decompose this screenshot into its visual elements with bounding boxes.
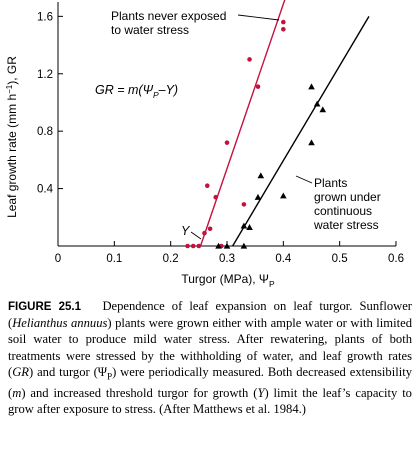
x-tick-label: 0.5: [332, 253, 348, 265]
data-point-triangle: [308, 83, 315, 90]
data-point-circle: [224, 140, 230, 145]
x-tick-label: 0.3: [219, 253, 235, 265]
threshold-pointer: [190, 231, 202, 240]
x-tick-label: 0.4: [275, 253, 292, 265]
y-tick-label: 1.2: [37, 69, 53, 81]
data-point-circle: [190, 243, 196, 249]
fit-line-continuous-stress: [232, 15, 370, 247]
chart: 0 0.1 0.2 0.3 0.4 0.5 0.6 0.4 0.8 1.2 1.6 Leaf gr…: [5, 0, 404, 289]
figure-label: FIGURE 25.1: [8, 301, 82, 313]
data-point-triangle: [254, 193, 262, 200]
data-point-circle: [202, 230, 207, 236]
data-point-triangle: [313, 100, 321, 107]
data-point-circle: [281, 19, 286, 25]
x-tick-label: 0: [55, 253, 61, 265]
caption-text: Dependence of leaf expansion on leaf tur…: [8, 299, 413, 416]
data-point-circle: [207, 226, 213, 232]
y-tick-label: 0.4: [37, 184, 54, 196]
data-point-triangle: [308, 139, 315, 146]
data-point-circle: [196, 243, 202, 249]
data-point-triangle: [280, 192, 287, 199]
data-point-triangle: [319, 106, 327, 113]
y-tick-label: 1.6: [37, 11, 53, 23]
data-point-circle: [213, 194, 219, 200]
series-label-never-stressed: Plants never exposed to water stress: [111, 9, 230, 37]
x-tick-label: 0.2: [163, 253, 179, 265]
data-point-triangle: [223, 242, 231, 249]
fit-line-never-stressed: [199, 0, 286, 247]
data-point-triangle: [215, 242, 222, 249]
y-axis-ticks: 0.4 0.8 1.2 1.6: [37, 11, 63, 196]
data-point-circle: [204, 183, 210, 189]
figure-caption: FIGURE 25.1 Dependence of leaf expansion…: [8, 298, 412, 417]
fit-lines: [199, 0, 370, 247]
series-pointer-never-stressed: [237, 14, 280, 21]
data-point-triangle: [257, 172, 265, 179]
y-tick-label: 0.8: [37, 126, 53, 138]
data-point-circle: [247, 57, 252, 62]
data-point-circle: [241, 202, 247, 207]
data-point-circle: [281, 26, 286, 32]
x-axis-ticks: 0 0.1 0.2 0.3 0.4 0.5 0.6: [55, 241, 404, 265]
x-axis-label: Turgor (MPa), ΨP: [181, 272, 275, 289]
data-point-triangle: [240, 222, 248, 229]
x-tick-label: 0.1: [106, 253, 122, 265]
data-point-circle: [255, 84, 261, 89]
data-point-triangle: [246, 224, 253, 230]
x-tick-label: 0.6: [388, 253, 404, 265]
series-label-continuous-stress: Plants grown under continuous water stre…: [313, 176, 384, 232]
data-point-triangle: [240, 242, 248, 249]
y-axis-label: Leaf growth rate (mm h−1), GR: [5, 56, 19, 218]
data-points: [185, 19, 327, 249]
threshold-label: Y: [181, 224, 191, 238]
series-pointer-continuous-stress: [295, 175, 313, 184]
equation-label: GR = m(ΨP–Y): [95, 83, 178, 100]
data-point-circle: [185, 243, 190, 249]
